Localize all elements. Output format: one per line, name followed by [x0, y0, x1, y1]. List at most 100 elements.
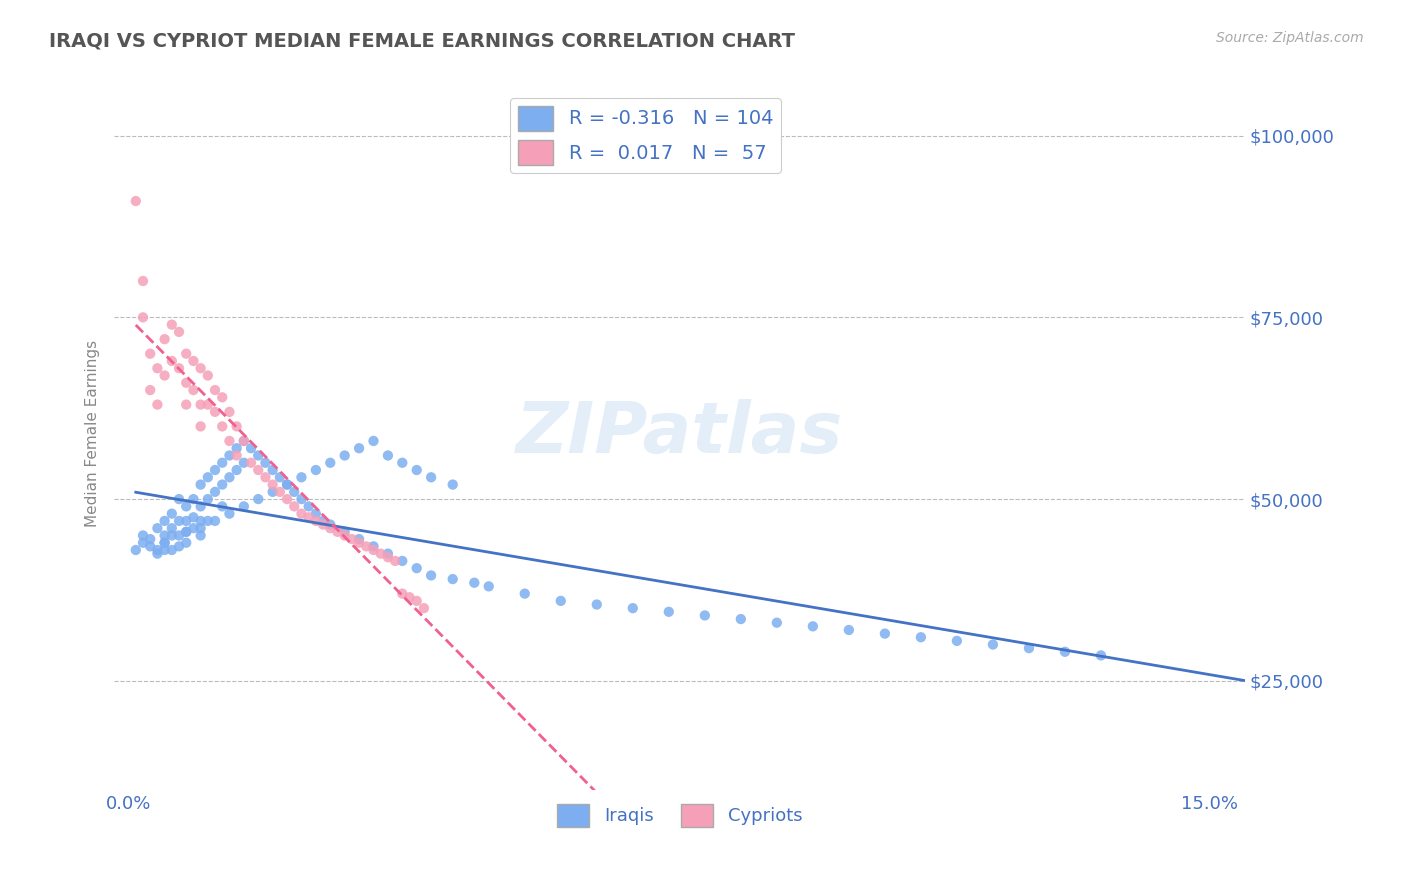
- Point: [290, 507, 312, 521]
- Point: [218, 470, 240, 484]
- Point: [204, 484, 226, 499]
- Point: [190, 514, 212, 528]
- Point: [276, 492, 298, 507]
- Point: [391, 554, 413, 568]
- Point: [232, 434, 254, 448]
- Point: [873, 626, 896, 640]
- Point: [333, 449, 356, 463]
- Point: [197, 398, 219, 412]
- Point: [211, 500, 233, 514]
- Point: [183, 354, 205, 368]
- Point: [333, 528, 356, 542]
- Legend: Iraqis, Cypriots: Iraqis, Cypriots: [550, 797, 810, 834]
- Point: [319, 521, 342, 535]
- Point: [405, 463, 427, 477]
- Point: [211, 477, 233, 491]
- Point: [283, 484, 305, 499]
- Point: [183, 510, 205, 524]
- Point: [190, 419, 212, 434]
- Point: [174, 514, 197, 528]
- Point: [211, 456, 233, 470]
- Point: [225, 463, 247, 477]
- Point: [167, 514, 190, 528]
- Point: [262, 484, 284, 499]
- Point: [398, 591, 420, 605]
- Point: [211, 419, 233, 434]
- Point: [658, 605, 681, 619]
- Point: [139, 532, 162, 546]
- Point: [153, 543, 176, 558]
- Point: [305, 507, 328, 521]
- Text: IRAQI VS CYPRIOT MEDIAN FEMALE EARNINGS CORRELATION CHART: IRAQI VS CYPRIOT MEDIAN FEMALE EARNINGS …: [49, 31, 796, 50]
- Point: [340, 532, 363, 546]
- Point: [183, 492, 205, 507]
- Point: [218, 434, 240, 448]
- Point: [283, 500, 305, 514]
- Point: [232, 456, 254, 470]
- Point: [204, 463, 226, 477]
- Point: [174, 398, 197, 412]
- Point: [420, 470, 443, 484]
- Point: [247, 449, 270, 463]
- Point: [160, 543, 183, 558]
- Point: [132, 528, 155, 542]
- Point: [139, 540, 162, 554]
- Point: [160, 521, 183, 535]
- Point: [167, 325, 190, 339]
- Point: [174, 376, 197, 390]
- Point: [254, 456, 277, 470]
- Point: [405, 594, 427, 608]
- Point: [513, 586, 536, 600]
- Point: [441, 477, 464, 491]
- Point: [240, 441, 263, 455]
- Point: [167, 540, 190, 554]
- Point: [204, 405, 226, 419]
- Point: [146, 521, 169, 535]
- Point: [218, 507, 240, 521]
- Point: [370, 547, 392, 561]
- Point: [247, 463, 270, 477]
- Point: [1018, 641, 1040, 656]
- Point: [125, 543, 148, 558]
- Point: [377, 547, 399, 561]
- Point: [405, 561, 427, 575]
- Point: [197, 470, 219, 484]
- Point: [174, 347, 197, 361]
- Point: [550, 594, 572, 608]
- Point: [363, 540, 385, 554]
- Point: [838, 623, 860, 637]
- Point: [262, 463, 284, 477]
- Point: [290, 492, 312, 507]
- Point: [211, 390, 233, 404]
- Point: [981, 638, 1004, 652]
- Point: [174, 535, 197, 549]
- Point: [420, 568, 443, 582]
- Point: [1053, 645, 1076, 659]
- Point: [153, 332, 176, 346]
- Point: [190, 500, 212, 514]
- Point: [363, 434, 385, 448]
- Point: [160, 354, 183, 368]
- Point: [174, 524, 197, 539]
- Point: [312, 517, 335, 532]
- Point: [1090, 648, 1112, 663]
- Point: [139, 347, 162, 361]
- Point: [377, 449, 399, 463]
- Point: [167, 528, 190, 542]
- Point: [160, 507, 183, 521]
- Point: [347, 532, 370, 546]
- Point: [146, 361, 169, 376]
- Point: [412, 601, 434, 615]
- Point: [693, 608, 716, 623]
- Point: [146, 398, 169, 412]
- Point: [225, 441, 247, 455]
- Point: [441, 572, 464, 586]
- Point: [269, 470, 291, 484]
- Point: [298, 510, 321, 524]
- Point: [377, 550, 399, 565]
- Point: [326, 524, 349, 539]
- Point: [801, 619, 824, 633]
- Point: [153, 528, 176, 542]
- Point: [132, 535, 155, 549]
- Point: [225, 449, 247, 463]
